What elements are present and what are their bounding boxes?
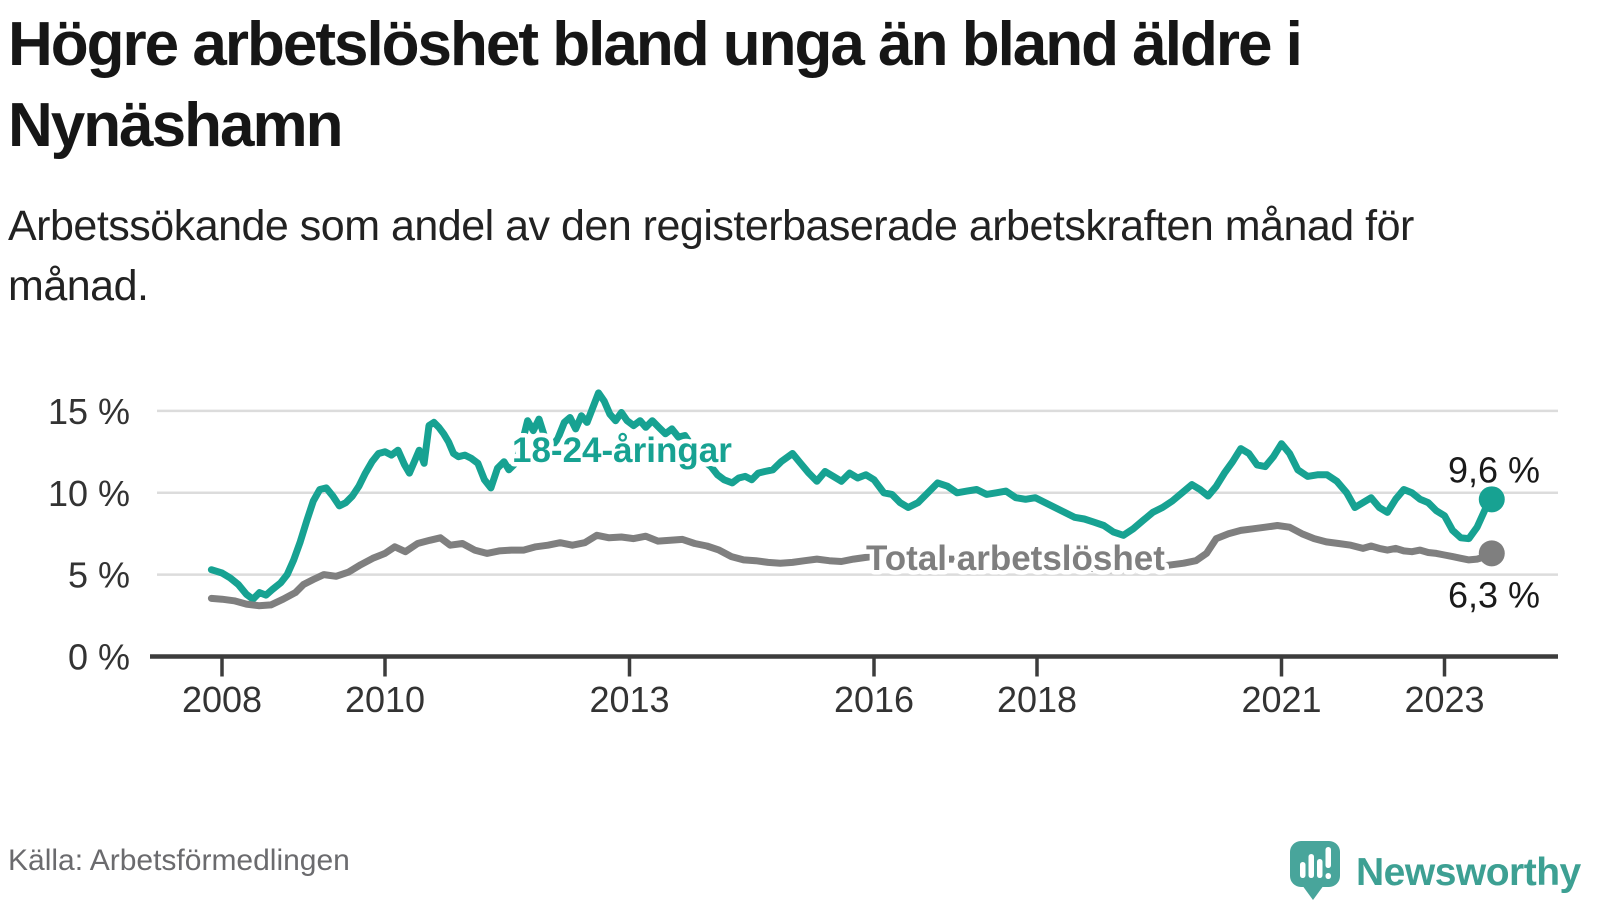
y-axis-label: 10 % — [48, 473, 130, 514]
x-axis-label: 2016 — [834, 679, 914, 720]
x-axis-label: 2021 — [1241, 679, 1321, 720]
y-axis-label: 15 % — [48, 391, 130, 432]
x-axis-label: 2013 — [589, 679, 669, 720]
series-end-value-18-24-ringar: 9,6 % — [1448, 449, 1540, 490]
series-end-value-total-arbetsl-shet: 6,3 % — [1448, 574, 1540, 615]
chart-title: Högre arbetslöshet bland unga än bland ä… — [8, 10, 1303, 160]
source-note: Källa: Arbetsförmedlingen — [8, 844, 350, 877]
x-axis-label: 2023 — [1404, 679, 1484, 720]
series-line-18-24-ringar — [207, 389, 1496, 603]
series-label-18-24-ringar: 18-24-åringar — [512, 431, 732, 470]
series-label-total-arbetsl-shet: Total arbetslöshet — [866, 539, 1165, 578]
newsworthy-logo-text: Newsworthy — [1356, 851, 1582, 894]
x-axis-label: 2018 — [997, 679, 1077, 720]
series-endpoint-dot-18-24-ringar — [1478, 486, 1505, 513]
chart-subtitle: Arbetssökande som andel av den registerb… — [8, 202, 1414, 310]
newsworthy-logo: Newsworthy — [1290, 841, 1582, 900]
series-line-total-arbetsl-shet — [207, 522, 1496, 610]
y-axis-label: 0 % — [68, 637, 130, 678]
x-axis-label: 2010 — [345, 679, 425, 720]
newsworthy-logo-icon — [1290, 841, 1340, 900]
series-endpoint-dot-total-arbetsl-shet — [1478, 540, 1505, 567]
line-chart: 0 % 5 % 10 % 15 % 2008 2010 2013 2016 2018 2021 20… — [48, 389, 1558, 720]
y-axis-label: 5 % — [68, 555, 130, 596]
x-axis-label: 2008 — [182, 679, 262, 720]
